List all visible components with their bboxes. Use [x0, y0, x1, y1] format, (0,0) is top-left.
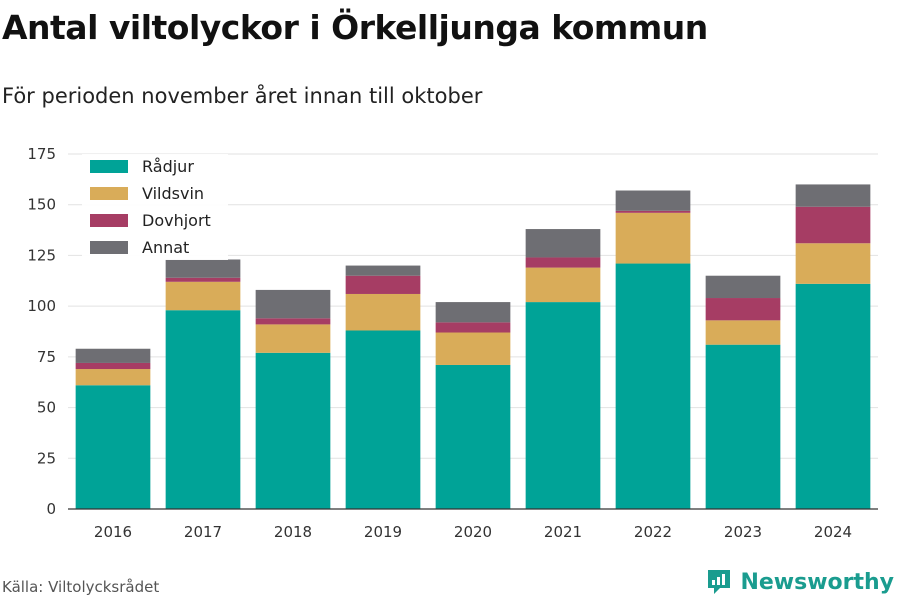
bar-segment-annat — [165, 259, 241, 278]
bar-segment-rådjur — [795, 283, 871, 509]
bar-segment-dovhjort — [435, 322, 511, 333]
x-tick-label: 2021 — [544, 523, 582, 541]
bar-segment-rådjur — [615, 263, 691, 509]
bar-segment-vildsvin — [345, 293, 421, 331]
bar-segment-annat — [615, 190, 691, 211]
x-tick-label: 2023 — [724, 523, 762, 541]
brand-name: Newsworthy — [740, 569, 894, 595]
bar-segment-dovhjort — [255, 318, 331, 325]
bar-segment-vildsvin — [435, 332, 511, 365]
y-tick-label: 25 — [37, 449, 56, 467]
legend-label-annat: Annat — [142, 238, 189, 257]
y-tick-label: 0 — [46, 500, 56, 518]
legend-label-rådjur: Rådjur — [142, 157, 194, 176]
bar-segment-dovhjort — [75, 362, 151, 370]
legend-swatch-rådjur — [90, 160, 128, 173]
x-tick-label: 2018 — [274, 523, 312, 541]
legend-label-vildsvin: Vildsvin — [142, 184, 204, 203]
x-tick-label: 2019 — [364, 523, 402, 541]
bar-segment-rådjur — [345, 330, 421, 509]
bar-segment-rådjur — [75, 385, 151, 509]
bar-segment-annat — [345, 265, 421, 276]
bar-segment-rådjur — [435, 364, 511, 509]
legend-label-dovhjort: Dovhjort — [142, 211, 211, 230]
y-tick-label: 75 — [37, 348, 56, 366]
bar-segment-annat — [255, 289, 331, 319]
x-tick-label: 2020 — [454, 523, 492, 541]
bar-segment-vildsvin — [525, 267, 601, 303]
x-tick-label: 2016 — [94, 523, 132, 541]
bar-segment-vildsvin — [255, 324, 331, 353]
bar-segment-vildsvin — [75, 369, 151, 386]
y-tick-label: 175 — [27, 145, 56, 163]
y-tick-label: 50 — [37, 399, 56, 417]
bar-segment-dovhjort — [165, 277, 241, 282]
bar-segment-rådjur — [255, 352, 331, 509]
newsworthy-logo-icon — [708, 570, 731, 594]
legend-swatch-dovhjort — [90, 214, 128, 227]
legend-swatch-vildsvin — [90, 187, 128, 200]
bar-segment-dovhjort — [705, 298, 781, 321]
bar-segment-dovhjort — [345, 275, 421, 294]
bar-segment-vildsvin — [795, 243, 871, 284]
x-tick-label: 2022 — [634, 523, 672, 541]
bar-segment-rådjur — [525, 302, 601, 509]
bar-segment-vildsvin — [615, 212, 691, 264]
y-tick-label: 150 — [27, 196, 56, 214]
chart-subtitle: För perioden november året innan till ok… — [2, 84, 483, 108]
bar-segment-dovhjort — [795, 206, 871, 244]
y-tick-label: 125 — [27, 246, 56, 264]
bar-segment-vildsvin — [165, 281, 241, 311]
y-tick-label: 100 — [27, 297, 56, 315]
stacked-bar-chart: 0 25 50 75 100 125 150 175 2016 2017 2018 2019 2020 2… — [27, 145, 878, 541]
bar-segment-dovhjort — [525, 257, 601, 268]
bar-segment-rådjur — [165, 310, 241, 509]
bar-segment-dovhjort — [615, 210, 691, 213]
bar-segment-annat — [75, 348, 151, 363]
bar-segment-rådjur — [705, 344, 781, 509]
legend-swatch-annat — [90, 241, 128, 254]
brand-logo: Newsworthy — [706, 568, 894, 596]
chart-title: Antal viltolyckor i Örkelljunga kommun — [2, 8, 708, 47]
x-tick-label: 2024 — [814, 523, 852, 541]
source-note: Källa: Viltolycksrådet — [2, 578, 160, 596]
bar-segment-vildsvin — [705, 320, 781, 345]
bar-segment-annat — [705, 275, 781, 299]
bar-segment-annat — [435, 302, 511, 323]
bar-segment-annat — [795, 184, 871, 207]
bar-segment-annat — [525, 229, 601, 258]
x-tick-label: 2017 — [184, 523, 222, 541]
